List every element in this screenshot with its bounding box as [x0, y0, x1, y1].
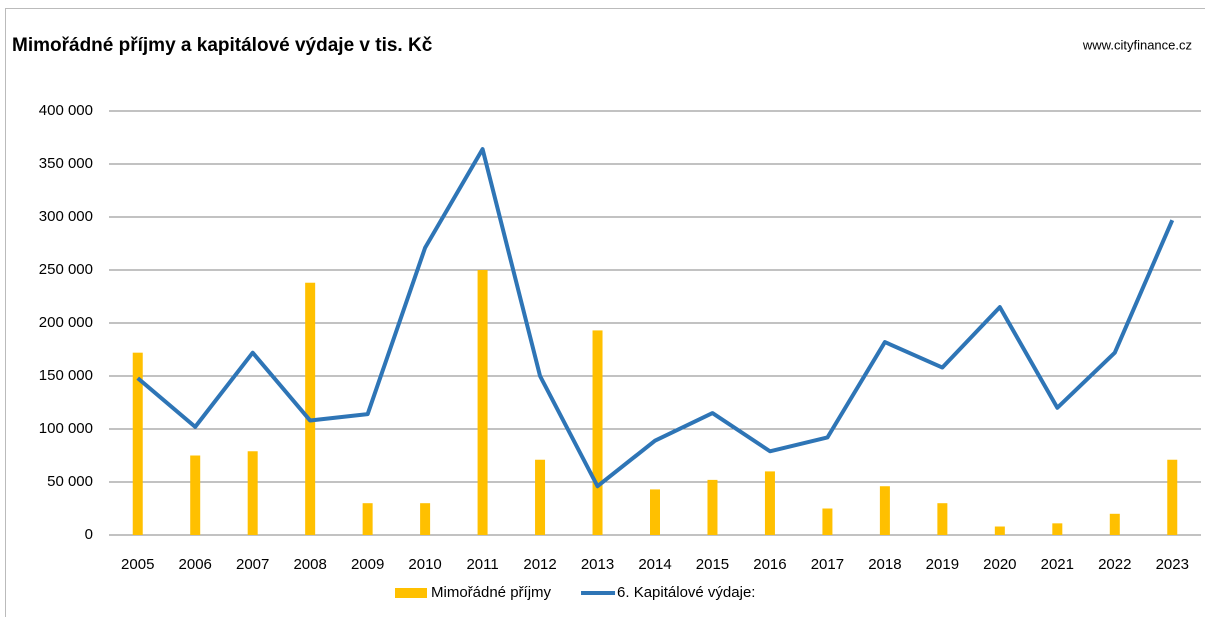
bar [1109, 513, 1120, 535]
y-tick-label: 300 000 [39, 208, 93, 225]
x-tick-label: 2017 [811, 556, 844, 573]
x-tick-label: 2015 [696, 556, 729, 573]
x-tick-label: 2020 [983, 556, 1016, 573]
bar [1167, 459, 1178, 535]
line [136, 147, 1175, 489]
bar [420, 503, 431, 535]
x-tick-label: 2016 [753, 556, 786, 573]
bar [535, 459, 546, 535]
bar [132, 352, 143, 535]
bar [247, 451, 258, 535]
bar [707, 479, 718, 535]
bar [1052, 523, 1063, 535]
legend-label: 6. Kapitálové výdaje: [617, 584, 755, 601]
x-tick-label: 2023 [1156, 556, 1189, 573]
x-tick-label: 2013 [581, 556, 614, 573]
y-tick-label: 150 000 [39, 367, 93, 384]
x-tick-label: 2022 [1098, 556, 1131, 573]
y-tick-label: 250 000 [39, 261, 93, 278]
bar [764, 471, 775, 535]
x-tick-label: 2005 [121, 556, 154, 573]
y-tick-label: 50 000 [47, 473, 93, 490]
x-tick-label: 2008 [293, 556, 326, 573]
y-tick-label: 350 000 [39, 155, 93, 172]
x-tick-label: 2006 [179, 556, 212, 573]
x-tick-label: 2009 [351, 556, 384, 573]
x-tick-label: 2021 [1041, 556, 1074, 573]
bar [937, 503, 948, 535]
bar [305, 282, 316, 535]
x-tick-label: 2018 [868, 556, 901, 573]
bar [592, 330, 603, 535]
bar [362, 503, 373, 535]
y-tick-label: 400 000 [39, 102, 93, 119]
legend-swatch [395, 588, 427, 598]
y-tick-label: 100 000 [39, 420, 93, 437]
x-tick-label: 2007 [236, 556, 269, 573]
source: www.cityfinance.cz [1082, 37, 1192, 52]
x-tick-label: 2019 [926, 556, 959, 573]
y-tick-label: 200 000 [39, 314, 93, 331]
x-tick-label: 2014 [638, 556, 671, 573]
x-tick-label: 2011 [466, 556, 498, 573]
legend-label: Mimořádné příjmy [431, 584, 552, 601]
bar [190, 455, 201, 535]
y-tick-label: 0 [85, 526, 93, 543]
bar [994, 526, 1005, 535]
bar [879, 486, 890, 535]
bar [650, 489, 660, 535]
x-tick-label: 2010 [408, 556, 441, 573]
bar [822, 508, 833, 535]
bar [477, 270, 488, 535]
x-tick-label: 2012 [523, 556, 556, 573]
chart-title: Mimořádné příjmy a kapitálové výdaje v t… [12, 35, 433, 56]
